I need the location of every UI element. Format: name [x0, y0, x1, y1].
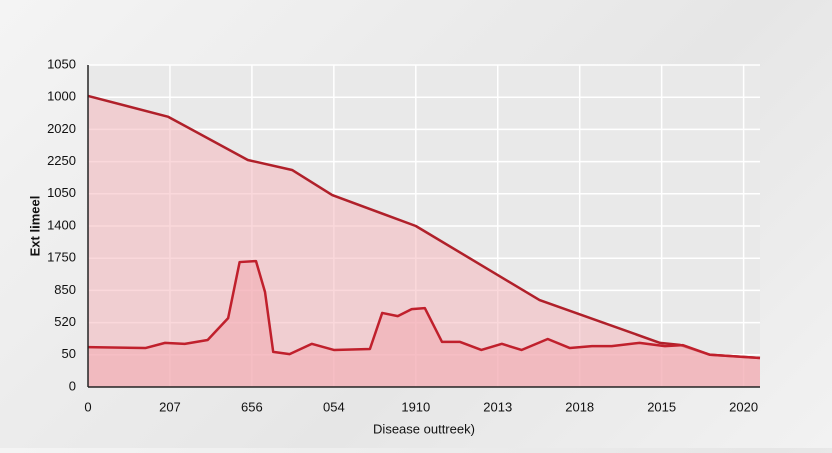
- x-tick-label: 054: [323, 399, 345, 414]
- y-tick-label: 1000: [47, 89, 76, 104]
- y-tick-label: 2020: [47, 121, 76, 136]
- y-tick-label: 850: [54, 282, 76, 297]
- x-axis-label: Disease outtreek): [373, 421, 475, 436]
- x-tick-label: 656: [241, 399, 263, 414]
- y-tick-label: 1050: [47, 56, 76, 71]
- x-tick-label: 2013: [483, 399, 512, 414]
- y-tick-label: 1750: [47, 250, 76, 265]
- x-tick-label: 2020: [729, 399, 758, 414]
- x-tick-label: 2015: [647, 399, 676, 414]
- x-tick-label: 207: [159, 399, 181, 414]
- y-tick-label: 2250: [47, 153, 76, 168]
- area-fill: [88, 261, 760, 387]
- y-axis-label: Ext limeel: [27, 196, 42, 257]
- x-tick-label: 1910: [401, 399, 430, 414]
- x-tick-label: 0: [84, 399, 91, 414]
- x-tick-label: 2018: [565, 399, 594, 414]
- y-tick-label: 1400: [47, 217, 76, 232]
- y-tick-label: 50: [62, 346, 76, 361]
- y-tick-label: 1050: [47, 185, 76, 200]
- y-tick-label: 0: [69, 378, 76, 393]
- y-tick-label: 520: [54, 314, 76, 329]
- series-line: [87, 259, 761, 360]
